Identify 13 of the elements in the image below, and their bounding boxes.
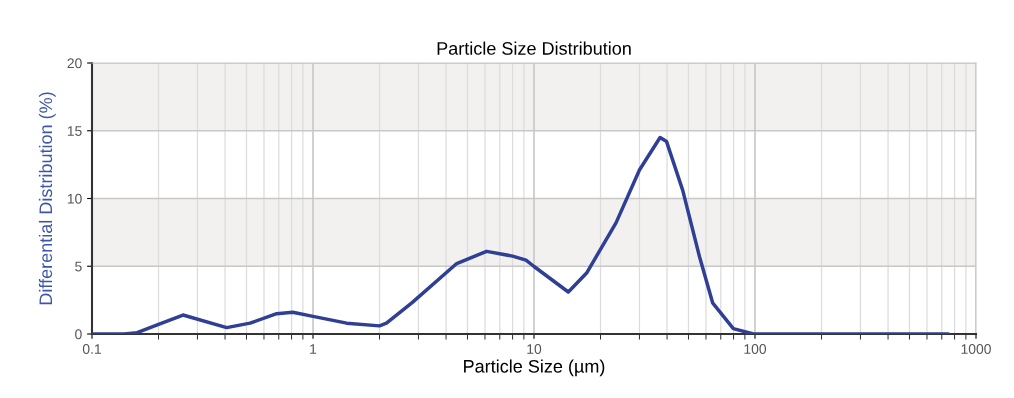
x-tick-label: 100 — [744, 344, 767, 354]
y-tick-label: 10 — [67, 193, 82, 204]
chart-title: Particle Size Distribution — [437, 41, 631, 55]
x-tick-label: 10 — [527, 344, 542, 354]
y-axis-title: Differential Distribution (%) — [38, 92, 56, 305]
x-tick-label: 0.1 — [82, 344, 101, 354]
y-tick-label: 15 — [67, 126, 82, 136]
y-tick-label: 5 — [75, 261, 82, 272]
y-tick-label: 20 — [67, 58, 82, 69]
x-tick-label: 1000 — [961, 344, 991, 354]
y-tick-label: 0 — [75, 329, 82, 340]
x-tick-label: 1 — [310, 344, 317, 354]
x-axis-title: Particle Size (µm) — [464, 359, 605, 377]
